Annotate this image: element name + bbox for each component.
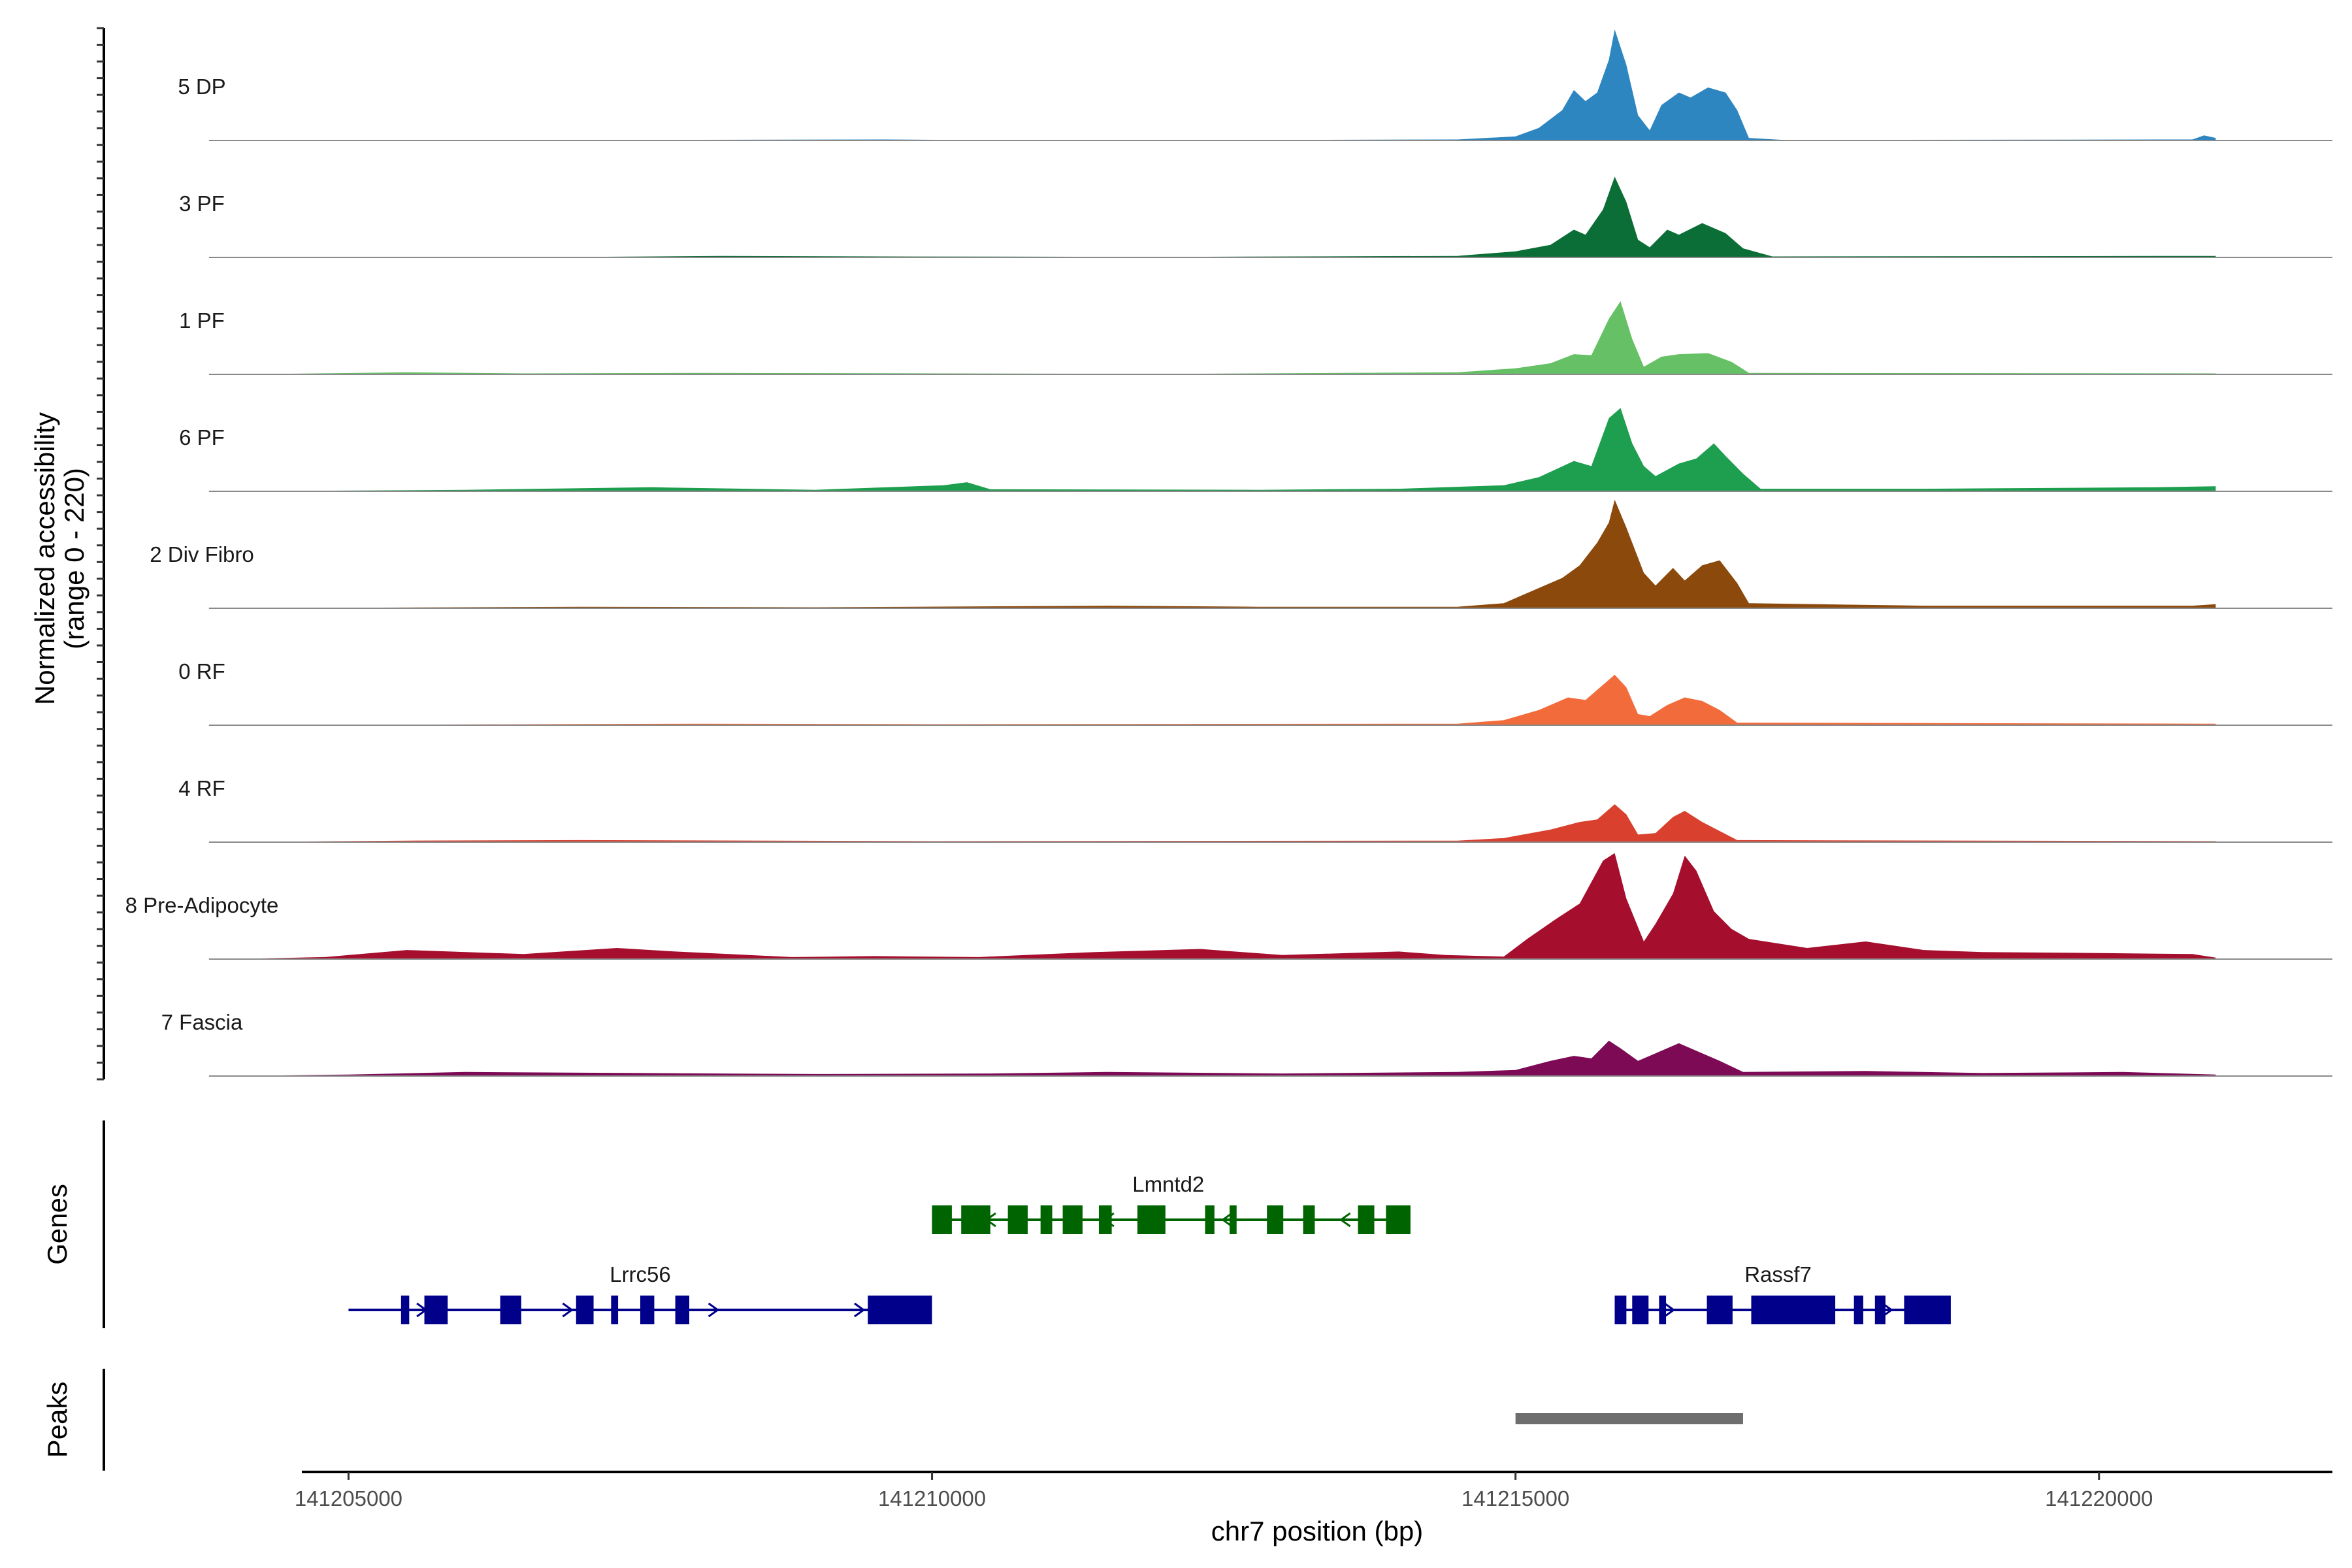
gene-exon [640, 1296, 655, 1324]
gene-exon [500, 1296, 521, 1324]
y-axis-title-line-2: (range 0 - 220) [59, 468, 90, 649]
coverage-area [231, 1040, 2216, 1076]
gene-exon [1614, 1296, 1627, 1324]
track-label: 2 Div Fibro [150, 542, 254, 566]
track-0-rf: 0 RF [178, 659, 2332, 726]
track-1-pf: 1 PF [179, 301, 2332, 375]
gene-exon [1007, 1205, 1028, 1234]
track-label: 4 RF [178, 776, 225, 800]
coverage-area [231, 804, 2216, 842]
gene-exon [1098, 1205, 1112, 1234]
gene-exon [1040, 1205, 1053, 1234]
gene-exon [1874, 1296, 1886, 1324]
gene-exon [1854, 1296, 1863, 1324]
y-axis-title-line-1: Normalized accessibility [29, 412, 60, 705]
track-8-pre-adipocyte: 8 Pre-Adipocyte [125, 853, 2332, 960]
coverage-area [231, 176, 2216, 257]
track-5-dp: 5 DP [178, 29, 2332, 141]
gene-exon [1137, 1205, 1166, 1234]
peak-bar [1515, 1413, 1743, 1424]
track-6-pf: 6 PF [179, 408, 2332, 492]
gene-exon [1751, 1296, 1836, 1324]
track-label: 7 Fascia [161, 1010, 243, 1034]
gene-exon [1707, 1296, 1733, 1324]
x-tick-label: 141220000 [2045, 1486, 2153, 1511]
peaks-panel-title: Peaks [42, 1382, 73, 1458]
gene-exon [611, 1296, 619, 1324]
gene-exon [1267, 1205, 1284, 1234]
gene-exon [1904, 1296, 1951, 1324]
gene-exon [1303, 1205, 1315, 1234]
gene-exon [961, 1205, 990, 1234]
gene-exon [675, 1296, 690, 1324]
x-tick-label: 141205000 [295, 1486, 402, 1511]
gene-rassf7: Rassf7 [1614, 1262, 1951, 1324]
gene-exon [1659, 1296, 1667, 1324]
gene-exon [868, 1296, 932, 1324]
x-tick-label: 141215000 [1462, 1486, 1569, 1511]
genes-panel-title: Genes [42, 1184, 73, 1265]
coverage-tracks: 5 DP 3 PF 1 PF 6 PF 2 Div Fibro 0 RF 4 RF 8 Pre… [125, 29, 2332, 1077]
coverage-area [231, 301, 2216, 374]
strand-arrow [708, 1302, 720, 1318]
gene-exon [1062, 1205, 1083, 1234]
gene-exon [1386, 1205, 1411, 1234]
track-label: 5 DP [178, 74, 225, 99]
track-7-fascia: 7 Fascia [161, 1010, 2332, 1077]
strand-arrow [1882, 1302, 1893, 1318]
gene-exon [400, 1296, 410, 1324]
gene-lmntd2: Lmntd2 [932, 1172, 1411, 1234]
gene-label: Lmntd2 [1132, 1172, 1204, 1196]
track-label: 1 PF [179, 308, 225, 333]
coverage-area [231, 674, 2216, 725]
gene-exon [1230, 1205, 1237, 1234]
x-axis: 141205000 141210000 141215000 141220000 [295, 1472, 2153, 1511]
gene-label: Rassf7 [1744, 1262, 1812, 1286]
gene-exon [1632, 1296, 1649, 1324]
track-label: 0 RF [178, 659, 225, 683]
track-label: 6 PF [179, 425, 225, 449]
strand-arrow [854, 1302, 866, 1318]
gene-lrrc56: Lrrc56 [348, 1262, 932, 1324]
gene-exon [424, 1296, 448, 1324]
coverage-area [231, 29, 2216, 140]
gene-annotations: Lrrc56 Lmntd2 Rassf7 [348, 1172, 1951, 1324]
x-axis-title: chr7 position (bp) [1211, 1516, 1424, 1546]
gene-exon [1205, 1205, 1215, 1234]
coverage-area [231, 408, 2216, 491]
track-4-rf: 4 RF [178, 776, 2332, 843]
gene-exon [576, 1296, 594, 1324]
coverage-area [231, 853, 2216, 959]
strand-arrow [562, 1302, 574, 1318]
x-tick-label: 141210000 [878, 1486, 986, 1511]
peak-regions [1515, 1413, 1743, 1424]
y-axis [97, 27, 105, 1081]
strand-arrow [1663, 1302, 1676, 1318]
strand-arrow [1339, 1212, 1351, 1228]
strand-arrow [1221, 1212, 1233, 1228]
gene-exon [932, 1205, 952, 1234]
track-2-div-fibro: 2 Div Fibro [150, 499, 2332, 609]
track-label: 3 PF [179, 191, 225, 216]
gene-label: Lrrc56 [610, 1262, 671, 1286]
track-label: 8 Pre-Adipocyte [125, 893, 279, 917]
track-3-pf: 3 PF [179, 176, 2332, 258]
gene-exon [1358, 1205, 1375, 1234]
coverage-area [231, 499, 2216, 608]
